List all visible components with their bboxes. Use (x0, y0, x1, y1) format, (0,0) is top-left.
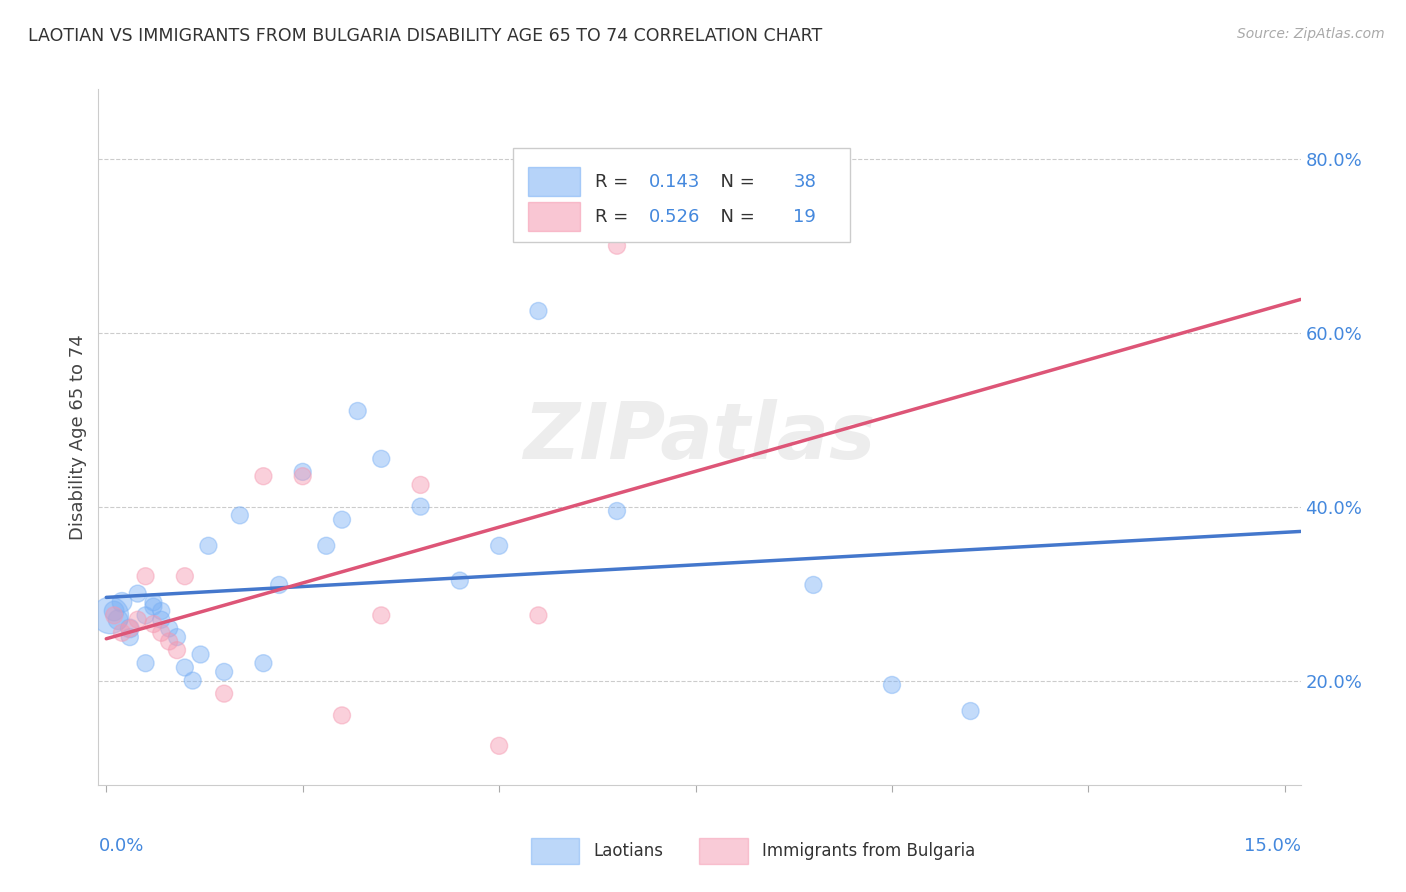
Point (150, 613, 173, 627)
Point (150, 604, 173, 618)
Point (370, 608, 392, 623)
Point (118, 630, 141, 644)
Point (346, 404, 368, 418)
Point (315, 539, 337, 553)
Point (107, 613, 129, 627)
Point (959, 704, 981, 718)
Point (488, 539, 510, 553)
Text: 15.0%: 15.0% (1243, 837, 1301, 855)
FancyBboxPatch shape (531, 838, 579, 864)
Text: ZIPatlas: ZIPatlas (523, 399, 876, 475)
Text: Source: ZipAtlas.com: Source: ZipAtlas.com (1237, 27, 1385, 41)
Point (252, 657, 274, 671)
Point (409, 500, 432, 514)
Point (291, 469, 314, 483)
Y-axis label: Disability Age 65 to 74: Disability Age 65 to 74 (69, 334, 87, 540)
Point (118, 621, 141, 635)
Point (157, 634, 180, 648)
Point (606, 238, 628, 253)
Point (190, 648, 212, 662)
Point (527, 608, 550, 623)
Point (142, 617, 165, 632)
Point (880, 678, 903, 692)
Point (181, 673, 204, 688)
Point (409, 478, 432, 492)
Point (98, 608, 121, 623)
Point (111, 595, 134, 609)
Point (330, 708, 353, 723)
Point (173, 569, 195, 583)
Point (118, 621, 141, 635)
FancyBboxPatch shape (513, 148, 849, 243)
Point (449, 574, 471, 588)
Text: 0.0%: 0.0% (98, 837, 143, 855)
Point (150, 625, 173, 640)
Point (488, 739, 510, 753)
Text: 0.143: 0.143 (650, 173, 700, 191)
Text: N =: N = (709, 208, 761, 226)
Text: 0.526: 0.526 (650, 208, 700, 226)
Point (166, 643, 188, 657)
Point (127, 587, 149, 601)
Point (527, 304, 550, 318)
FancyBboxPatch shape (699, 838, 748, 864)
Point (111, 625, 134, 640)
Point (142, 599, 165, 614)
Text: 19: 19 (793, 208, 815, 226)
Point (127, 613, 149, 627)
Point (370, 451, 392, 466)
Point (252, 469, 274, 483)
Point (135, 608, 157, 623)
Point (142, 595, 165, 609)
Text: 38: 38 (793, 173, 815, 191)
Point (135, 657, 157, 671)
Text: N =: N = (709, 173, 761, 191)
Point (291, 465, 314, 479)
Point (166, 630, 188, 644)
Point (269, 578, 291, 592)
Point (197, 539, 219, 553)
Point (606, 504, 628, 518)
Point (135, 569, 157, 583)
Point (803, 578, 825, 592)
Text: R =: R = (595, 173, 634, 191)
Point (229, 508, 252, 523)
Point (157, 621, 180, 635)
Point (103, 604, 125, 618)
Point (173, 660, 195, 674)
FancyBboxPatch shape (527, 167, 581, 196)
Text: Laotians: Laotians (593, 842, 664, 860)
FancyBboxPatch shape (527, 202, 581, 231)
Text: Immigrants from Bulgaria: Immigrants from Bulgaria (762, 842, 976, 860)
Point (212, 665, 235, 679)
Point (103, 608, 125, 623)
Text: R =: R = (595, 208, 634, 226)
Point (212, 687, 235, 701)
Point (330, 513, 353, 527)
Text: LAOTIAN VS IMMIGRANTS FROM BULGARIA DISABILITY AGE 65 TO 74 CORRELATION CHART: LAOTIAN VS IMMIGRANTS FROM BULGARIA DISA… (28, 27, 823, 45)
